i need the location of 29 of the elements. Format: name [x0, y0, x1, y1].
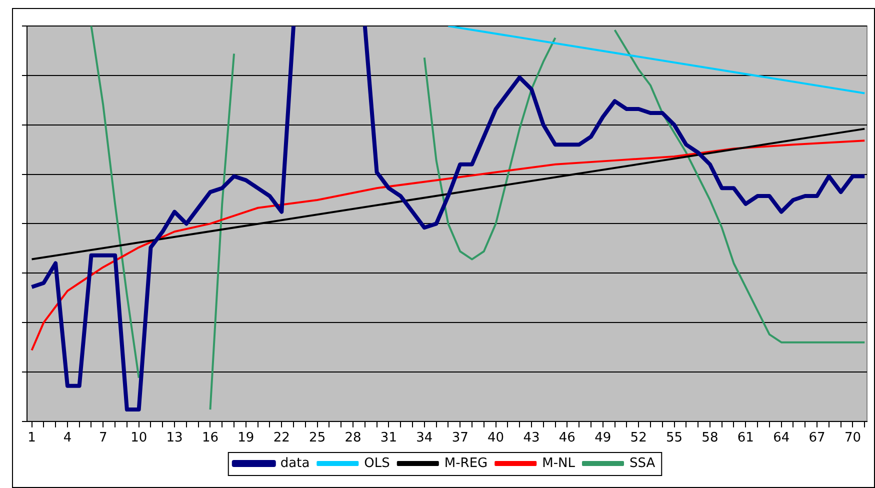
x-tick-label: 1 [28, 430, 36, 446]
x-tick-label: 25 [309, 430, 326, 446]
x-tick-label: 19 [238, 430, 254, 446]
legend-label: SSA [629, 456, 656, 471]
x-tick-label: 46 [558, 430, 576, 446]
x-tick-label: 43 [523, 430, 540, 446]
x-tick-label: 52 [630, 430, 647, 446]
x-tick-label: 28 [344, 430, 362, 446]
x-tick-label: 40 [488, 430, 504, 446]
legend-label: M-NL [542, 456, 576, 471]
x-tick-label: 10 [130, 430, 148, 446]
x-tick-label: 13 [166, 430, 183, 446]
x-tick-label: 64 [773, 430, 790, 446]
x-tick-label: 67 [808, 430, 826, 446]
x-tick-label: 31 [380, 430, 397, 446]
x-tick-label: 55 [666, 430, 683, 446]
x-tick-label: 22 [273, 430, 290, 446]
x-tick-label: 4 [63, 430, 72, 446]
x-tick-label: 34 [416, 430, 433, 446]
legend-label: M-REG [444, 456, 488, 471]
x-tick-label: 37 [452, 430, 468, 446]
x-tick-label: 61 [737, 430, 754, 446]
x-tick-label: 58 [702, 430, 718, 446]
x-tick-label: 16 [202, 430, 219, 446]
x-tick-label: 49 [594, 430, 612, 446]
x-tick-label: 7 [99, 430, 108, 446]
legend-label: data [280, 456, 310, 471]
x-tick-label: 70 [844, 430, 861, 446]
legend-label: OLS [364, 456, 390, 471]
